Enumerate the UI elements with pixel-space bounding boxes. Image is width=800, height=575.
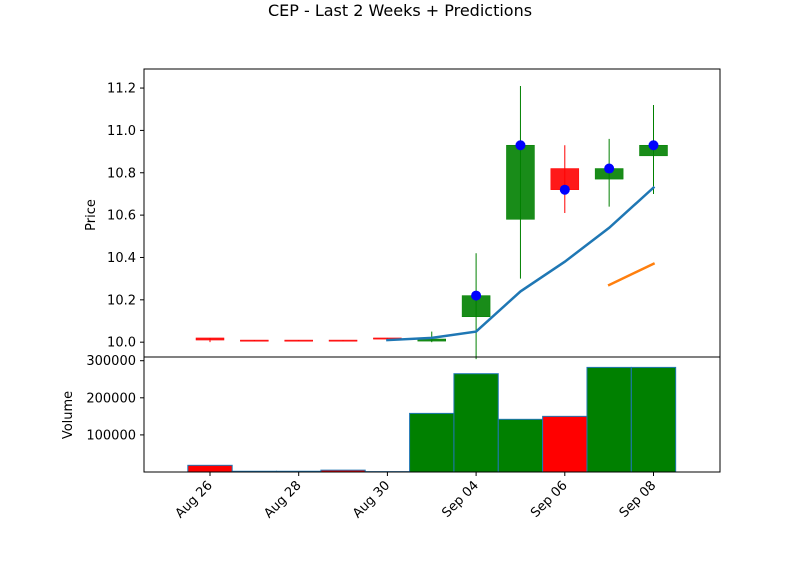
price-lines bbox=[386, 185, 656, 342]
x-tick-label: Aug 28 bbox=[261, 478, 304, 521]
candle-body bbox=[240, 339, 269, 342]
x-ticks: Aug 26 Aug 28 Aug 30 Sep 04 Sep 06 Sep 08 bbox=[173, 472, 660, 521]
volume-bar bbox=[630, 366, 677, 473]
candle-body bbox=[195, 337, 225, 341]
x-tick-label: Sep 06 bbox=[528, 478, 571, 521]
volume-bar bbox=[497, 418, 544, 473]
price-y-tick-label: 10.2 bbox=[107, 293, 136, 308]
x-tick-label: Aug 26 bbox=[173, 478, 216, 521]
volume-bar bbox=[453, 373, 499, 473]
volume-y-tick-label: 100000 bbox=[86, 428, 136, 443]
price-y-tick-label: 10.8 bbox=[107, 166, 136, 181]
volume-axes-frame bbox=[143, 356, 721, 473]
price-y-tick-label: 10.6 bbox=[107, 209, 136, 224]
volume-panel: 100000 200000 300000 Volume bbox=[61, 354, 721, 473]
close-marker bbox=[515, 140, 526, 151]
volume-y-axis-label: Volume bbox=[61, 391, 76, 439]
volume-bars bbox=[187, 366, 677, 473]
orange-line bbox=[607, 262, 656, 287]
price-y-tick-label: 10.0 bbox=[107, 336, 136, 351]
blue-line bbox=[386, 185, 656, 342]
price-candles bbox=[195, 85, 668, 360]
candle-body bbox=[506, 144, 535, 220]
price-y-tick-label: 11.2 bbox=[107, 82, 136, 97]
close-marker bbox=[559, 184, 570, 195]
candle-body bbox=[284, 339, 313, 342]
volume-y-tick-label: 300000 bbox=[86, 354, 136, 369]
price-panel: 10.0 10.2 10.4 10.6 10.8 11.0 11.2 Price bbox=[84, 68, 721, 360]
volume-y-tick-label: 200000 bbox=[86, 391, 136, 406]
volume-bar bbox=[409, 412, 455, 473]
close-marker bbox=[471, 290, 482, 301]
price-y-axis-label: Price bbox=[84, 199, 99, 231]
close-marker bbox=[648, 140, 659, 151]
price-markers bbox=[471, 140, 659, 301]
close-marker bbox=[604, 163, 615, 174]
volume-bar bbox=[187, 464, 233, 473]
x-tick-label: Aug 30 bbox=[350, 478, 393, 521]
price-y-ticks: 10.0 10.2 10.4 10.6 10.8 11.0 11.2 bbox=[107, 82, 144, 351]
volume-y-ticks: 100000 200000 300000 bbox=[86, 354, 144, 443]
candle-body bbox=[328, 339, 358, 342]
volume-bar bbox=[542, 415, 588, 473]
price-axes-frame bbox=[143, 68, 721, 358]
price-y-tick-label: 11.0 bbox=[107, 124, 136, 139]
chart-title: CEP - Last 2 Weeks + Predictions bbox=[268, 1, 532, 20]
volume-bar bbox=[586, 366, 632, 473]
price-y-tick-label: 10.4 bbox=[107, 251, 136, 266]
x-tick-label: Sep 04 bbox=[439, 478, 482, 521]
x-tick-label: Sep 08 bbox=[617, 478, 660, 521]
